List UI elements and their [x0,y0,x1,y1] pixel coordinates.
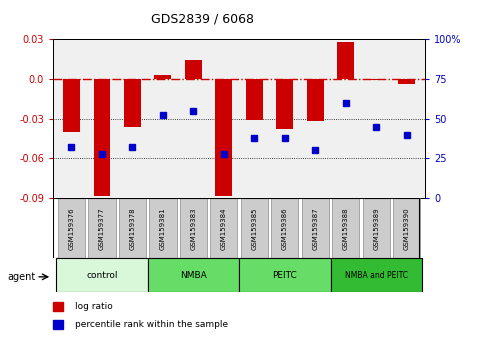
Bar [398,79,415,84]
Bar [246,79,263,120]
Bar [94,79,110,196]
Bar [210,198,238,258]
Bar [239,258,330,292]
Bar [155,75,171,79]
Text: PEITC: PEITC [272,271,297,280]
Bar [276,79,293,129]
Text: percentile rank within the sample: percentile rank within the sample [75,320,228,329]
Text: GSM159377: GSM159377 [99,207,105,250]
Text: GSM159383: GSM159383 [190,207,197,250]
Text: GSM159385: GSM159385 [251,207,257,250]
Text: GSM159388: GSM159388 [343,207,349,250]
Text: NMBA and PEITC: NMBA and PEITC [345,271,408,280]
Text: control: control [86,271,118,280]
Bar [241,198,268,258]
Text: GSM159384: GSM159384 [221,207,227,250]
Bar [393,198,420,258]
Bar [124,79,141,127]
Bar [148,258,239,292]
Bar [363,198,390,258]
Text: GSM159387: GSM159387 [313,207,318,250]
Bar [307,79,324,121]
Bar [180,198,207,258]
Text: GSM159386: GSM159386 [282,207,288,250]
Bar [119,198,146,258]
Bar [63,79,80,132]
Bar [88,198,115,258]
Text: GSM159381: GSM159381 [160,207,166,250]
Bar [338,42,354,79]
Text: GSM159390: GSM159390 [404,207,410,250]
Bar [368,79,384,80]
Bar [56,258,148,292]
Bar [215,79,232,196]
Text: NMBA: NMBA [180,271,207,280]
Text: GSM159378: GSM159378 [129,207,135,250]
Bar [58,198,85,258]
Bar [302,198,329,258]
Text: agent: agent [7,272,35,282]
Text: GSM159376: GSM159376 [69,207,74,250]
Bar [271,198,298,258]
Bar [332,198,359,258]
Bar [149,198,176,258]
Bar [185,60,202,79]
Bar [330,258,422,292]
Text: GDS2839 / 6068: GDS2839 / 6068 [151,12,255,25]
Text: GSM159389: GSM159389 [373,207,379,250]
Text: log ratio: log ratio [75,302,113,311]
